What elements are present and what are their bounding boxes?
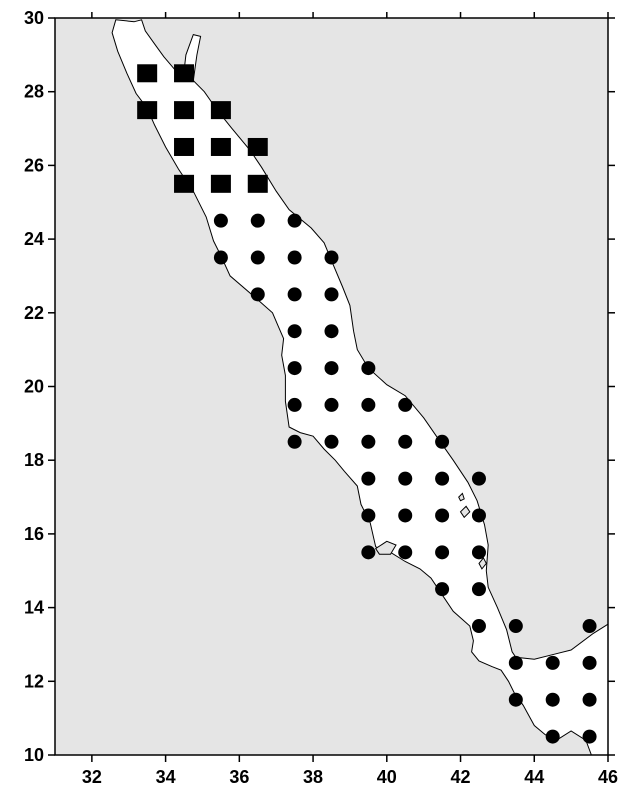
y-tick-label: 26 bbox=[24, 155, 44, 175]
circle-station-marker bbox=[435, 434, 450, 449]
circle-station-marker bbox=[287, 213, 302, 228]
island bbox=[459, 505, 471, 519]
square-station-marker bbox=[210, 137, 231, 156]
circle-station-marker bbox=[361, 508, 376, 523]
x-tick-label: 36 bbox=[229, 767, 249, 787]
circle-station-marker bbox=[324, 434, 339, 449]
x-tick-label: 32 bbox=[82, 767, 102, 787]
square-station-marker bbox=[174, 101, 195, 120]
circle-station-marker bbox=[287, 287, 302, 302]
circle-station-marker bbox=[545, 692, 560, 707]
islands bbox=[375, 492, 487, 570]
y-tick-label: 10 bbox=[24, 745, 44, 765]
y-tick-label: 16 bbox=[24, 524, 44, 544]
circle-station-marker bbox=[471, 545, 486, 560]
circle-station-marker bbox=[582, 729, 597, 744]
x-axis: 32 34 36 38 40 42 44 46 bbox=[82, 12, 618, 787]
circle-station-marker bbox=[582, 655, 597, 670]
y-tick-label: 28 bbox=[24, 82, 44, 102]
circle-station-marker bbox=[250, 250, 265, 265]
circle-station-marker bbox=[361, 361, 376, 376]
circle-station-marker bbox=[361, 545, 376, 560]
circle-station-marker bbox=[435, 582, 450, 597]
circle-station-marker bbox=[287, 324, 302, 339]
circle-station-marker bbox=[250, 287, 265, 302]
circle-station-marker bbox=[435, 508, 450, 523]
y-tick-label: 14 bbox=[24, 598, 44, 618]
circle-station-marker bbox=[508, 655, 523, 670]
square-station-marker bbox=[174, 64, 195, 83]
circle-station-marker bbox=[435, 471, 450, 486]
x-tick-label: 40 bbox=[377, 767, 397, 787]
y-tick-label: 22 bbox=[24, 303, 44, 323]
circle-station-marker bbox=[250, 213, 265, 228]
circle-station-marker bbox=[361, 434, 376, 449]
plot-area bbox=[54, 17, 609, 756]
x-tick-label: 38 bbox=[303, 767, 323, 787]
x-tick-label: 42 bbox=[451, 767, 471, 787]
x-tick-label: 44 bbox=[524, 767, 544, 787]
circle-station-marker bbox=[471, 508, 486, 523]
y-tick-label: 24 bbox=[24, 229, 44, 249]
circle-station-marker bbox=[324, 287, 339, 302]
circle-station-marker bbox=[287, 250, 302, 265]
circle-station-marker bbox=[398, 545, 413, 560]
circle-station-marker bbox=[287, 361, 302, 376]
circle-station-marker bbox=[398, 508, 413, 523]
circle-station-marker bbox=[324, 250, 339, 265]
circle-station-marker bbox=[287, 397, 302, 412]
circle-station-marker bbox=[471, 582, 486, 597]
sea-area bbox=[111, 19, 609, 756]
y-tick-label: 18 bbox=[24, 450, 44, 470]
circle-station-marker bbox=[324, 397, 339, 412]
y-tick-label: 12 bbox=[24, 671, 44, 691]
circle-station-marker bbox=[287, 434, 302, 449]
y-axis: 10 12 14 16 18 20 22 24 26 28 30 bbox=[24, 8, 615, 765]
square-station-marker bbox=[247, 174, 268, 193]
circle-station-marker bbox=[582, 619, 597, 634]
circle-station-marker bbox=[213, 213, 228, 228]
circle-station-marker bbox=[545, 729, 560, 744]
circle-station-marker bbox=[361, 397, 376, 412]
station-markers bbox=[137, 64, 597, 744]
circle-station-marker bbox=[324, 361, 339, 376]
circle-station-marker bbox=[508, 692, 523, 707]
square-station-marker bbox=[174, 174, 195, 193]
circle-station-marker bbox=[508, 619, 523, 634]
island bbox=[478, 556, 487, 570]
circle-station-marker bbox=[545, 655, 560, 670]
circle-station-marker bbox=[324, 324, 339, 339]
square-station-marker bbox=[247, 137, 268, 156]
circle-station-marker bbox=[582, 692, 597, 707]
square-station-marker bbox=[174, 137, 195, 156]
circle-station-marker bbox=[398, 434, 413, 449]
square-station-marker bbox=[137, 64, 158, 83]
circle-station-marker bbox=[398, 471, 413, 486]
circle-station-marker bbox=[213, 250, 228, 265]
circle-station-marker bbox=[435, 545, 450, 560]
square-station-marker bbox=[210, 174, 231, 193]
square-station-marker bbox=[137, 101, 158, 120]
circle-station-marker bbox=[471, 471, 486, 486]
island bbox=[458, 492, 465, 502]
island bbox=[375, 540, 397, 555]
x-tick-label: 34 bbox=[156, 767, 176, 787]
circle-station-marker bbox=[361, 471, 376, 486]
y-tick-label: 30 bbox=[24, 8, 44, 28]
x-tick-label: 46 bbox=[598, 767, 618, 787]
circle-station-marker bbox=[398, 397, 413, 412]
y-tick-label: 20 bbox=[24, 377, 44, 397]
square-station-marker bbox=[210, 101, 231, 120]
circle-station-marker bbox=[471, 619, 486, 634]
